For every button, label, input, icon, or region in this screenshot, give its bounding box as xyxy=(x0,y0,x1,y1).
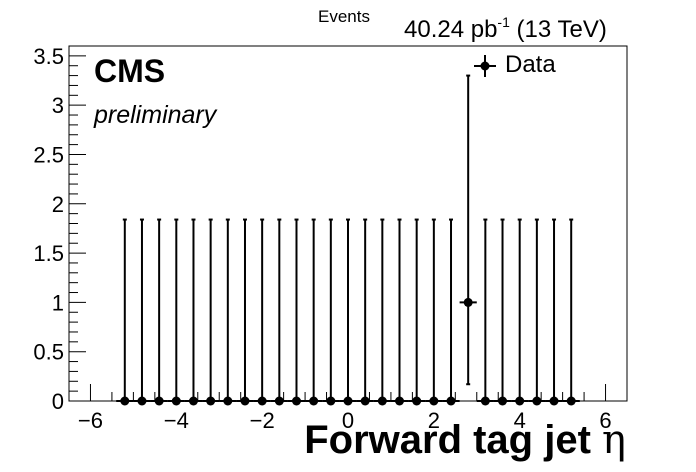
status-label: preliminary xyxy=(94,101,217,129)
data-point xyxy=(480,396,490,406)
x-tick-label: −6 xyxy=(78,408,103,433)
data-point xyxy=(171,396,181,406)
legend-point xyxy=(480,61,490,71)
data-point xyxy=(309,396,319,406)
data-point xyxy=(188,396,198,406)
luminosity-label: 40.24 pb-1 (13 TeV) xyxy=(404,14,607,44)
experiment-label: CMS xyxy=(94,53,166,89)
x-tick-label: −2 xyxy=(250,408,275,433)
data-point xyxy=(291,396,301,406)
x-tick-label: 0 xyxy=(342,408,354,433)
x-axis-ticks: −6 −4 −2 0 2 4 6 xyxy=(78,384,612,433)
data-point xyxy=(360,396,370,406)
x-axis-title: Forward tag jet η xyxy=(304,417,626,463)
y-tick-label: 3.5 xyxy=(33,44,64,69)
legend-entry-data: Data xyxy=(505,51,556,78)
data-points xyxy=(116,74,580,406)
y-tick-label: 3 xyxy=(52,93,64,118)
data-point xyxy=(498,396,508,406)
y-axis-ticks: 0 0.5 1 1.5 2 2.5 3 3.5 xyxy=(33,44,86,414)
lumi-exponent: -1 xyxy=(497,14,510,30)
data-point xyxy=(463,297,473,307)
x-tick-label: 4 xyxy=(514,408,526,433)
y-tick-label: 2.5 xyxy=(33,142,64,167)
data-point xyxy=(532,396,542,406)
data-point xyxy=(549,396,559,406)
data-point xyxy=(377,396,387,406)
data-point xyxy=(566,396,576,406)
data-point xyxy=(343,396,353,406)
data-point xyxy=(240,396,250,406)
data-point xyxy=(223,396,233,406)
y-tick-label: 1.5 xyxy=(33,241,64,266)
y-tick-label: 0 xyxy=(52,389,64,414)
y-axis-title: Events xyxy=(318,7,370,26)
data-point xyxy=(137,396,147,406)
legend-marker xyxy=(474,55,496,77)
data-point xyxy=(154,396,164,406)
data-point xyxy=(515,396,525,406)
data-point xyxy=(120,396,130,406)
data-point xyxy=(274,396,284,406)
x-tick-label: 2 xyxy=(428,408,440,433)
data-point xyxy=(326,396,336,406)
data-point xyxy=(206,396,216,406)
lumi-value: 40.24 pb xyxy=(404,16,498,43)
x-tick-label: 6 xyxy=(599,408,611,433)
x-axis-title-symbol: η xyxy=(602,417,626,463)
x-axis-title-text: Forward tag jet xyxy=(304,418,591,462)
data-point xyxy=(429,396,439,406)
data-point xyxy=(412,396,422,406)
data-point xyxy=(446,396,456,406)
lumi-energy: (13 TeV) xyxy=(509,16,607,43)
y-tick-label: 2 xyxy=(52,192,64,217)
y-tick-label: 0.5 xyxy=(33,340,64,365)
data-point xyxy=(395,396,405,406)
data-point xyxy=(257,396,267,406)
y-tick-label: 1 xyxy=(52,290,64,315)
x-tick-label: −4 xyxy=(164,408,189,433)
